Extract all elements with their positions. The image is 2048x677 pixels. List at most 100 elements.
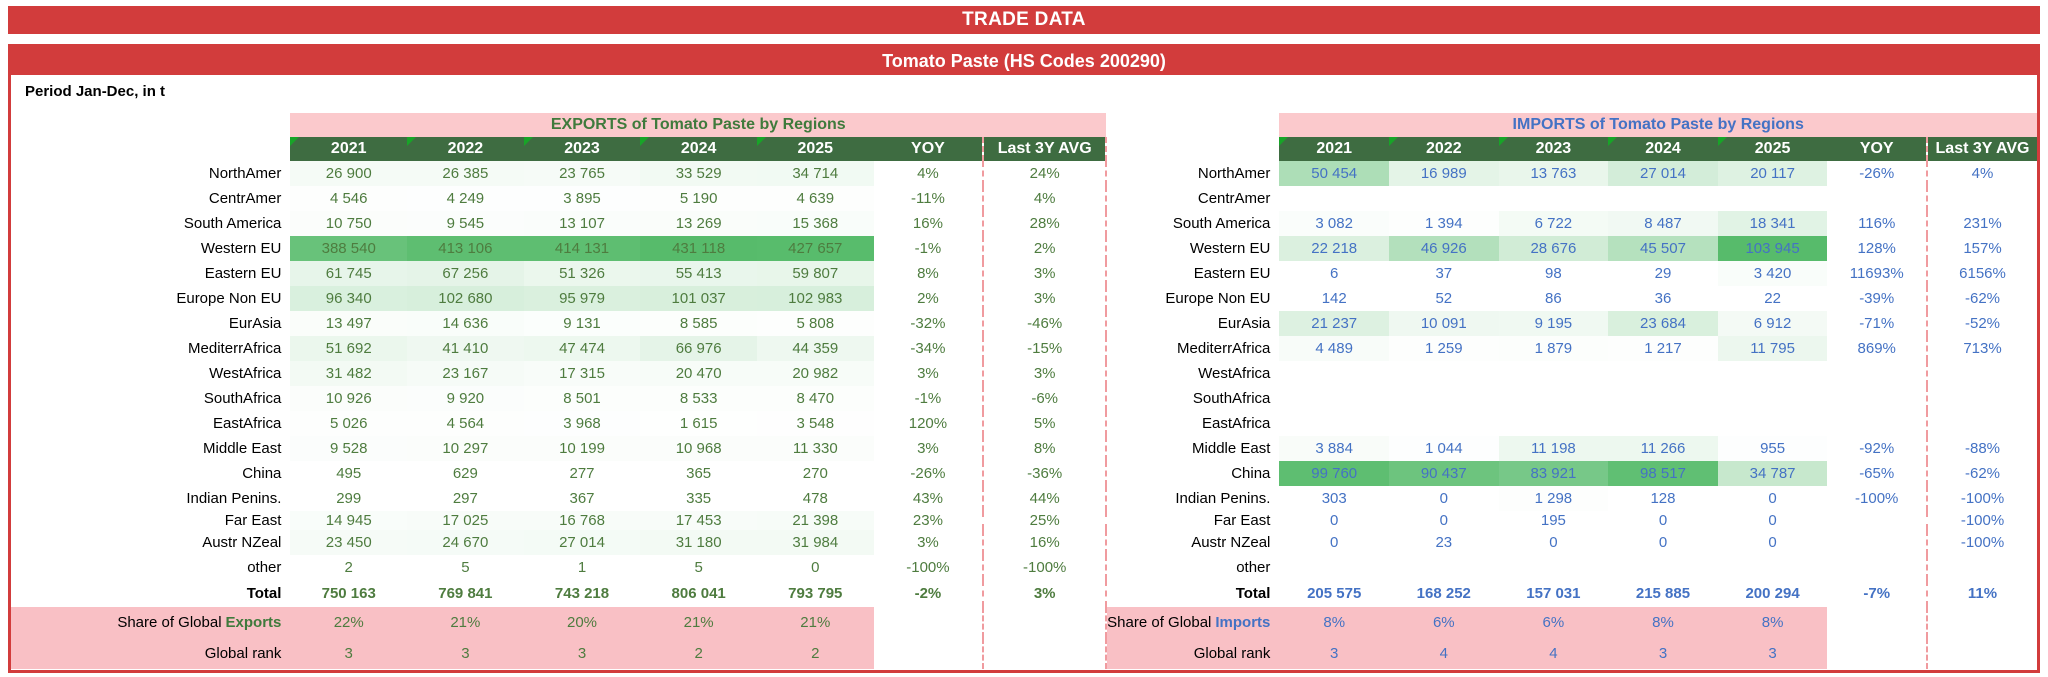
value-cell: 4 546 [290,186,408,211]
table-row: Western EU 388 540 413 106 414 131 431 118 42… [11,236,1108,261]
avg-cell: -100% [1926,530,2037,555]
avg-cell [1926,411,2037,436]
region-label: Middle East [203,440,282,457]
value-cell: 5 808 [756,311,874,336]
value-cell [1718,411,1828,436]
value-cell: 26 385 [407,161,524,186]
region-label: Middle East [1192,440,1271,457]
value-cell [1389,361,1499,386]
global-rank-label: Global rank [1107,638,1280,669]
value-cell: 0 [1439,490,1448,507]
value-cell: 16 989 [1389,161,1499,186]
total-label: Total [246,585,282,602]
avg-cell: 4% [982,186,1108,211]
value-cell: 9 528 [290,436,408,461]
value-cell: 17 453 [640,511,757,530]
avg-cell: -62% [1926,286,2037,311]
rank-cell: 2 [640,638,757,669]
period-label: Period Jan-Dec, in t [25,83,166,100]
yoy-cell: -71% [1859,315,1895,332]
value-cell: 46 926 [1389,236,1499,261]
corner-marker-icon [640,137,650,146]
value-cell: 90 437 [1389,461,1499,486]
yoy-cell: 3% [917,365,939,382]
share-cell: 22% [290,607,408,638]
table-row: MediterrAfrica 4 489 1 259 1 879 1 217 11 795… [1107,336,2037,361]
region-label: China [1231,465,1271,482]
value-cell: 98 517 [1608,461,1718,486]
value-cell: 36 [1608,286,1718,311]
yoy-cell [1827,386,1927,411]
value-cell [1718,186,1828,211]
region-label: Europe Non EU [176,290,282,307]
region-label: South America [183,215,282,232]
table-row: Indian Penins. 299 297 367 335 478 43% 44% [11,486,1108,511]
value-cell: 3 884 [1279,436,1389,461]
value-cell: 3 082 [1279,211,1389,236]
region-label: Europe Non EU [1165,290,1271,307]
table-row: China 99 760 90 437 83 921 98 517 34 787 -65% -… [1107,461,2037,486]
value-cell: 431 118 [640,236,757,261]
value-cell: 21 398 [756,511,874,530]
table-row: EurAsia 21 237 10 091 9 195 23 684 6 912 -71% -… [1107,311,2037,336]
year-header: 2024 [1608,137,1718,161]
region-label: Eastern EU [204,265,282,282]
yoy-cell: -26% [910,465,946,482]
avg-cell: -100% [1926,486,2037,511]
value-cell [1718,555,1828,580]
yoy-cell [1827,530,1927,555]
corner-marker-icon [756,137,766,146]
yoy-cell: -1% [914,240,942,257]
exports-body: NorthAmer 26 900 26 385 23 765 33 529 34 714 4… [11,161,1108,607]
exports-table: EXPORTS of Tomato Paste by Regions 2021 … [11,113,1108,669]
value-cell: 59 807 [756,261,874,286]
table-row: Europe Non EU 96 340 102 680 95 979 101 037 1… [11,286,1108,311]
avg-cell [1926,386,2037,411]
value-cell: 0 [1330,512,1339,529]
value-cell: 96 340 [290,286,408,311]
region-label: South America [1172,215,1271,232]
total-value-cell: 743 218 [554,585,610,602]
table-row: Austr NZeal 0 23 0 0 0 -100% [1107,530,2037,555]
value-cell: 11 330 [756,436,874,461]
value-cell: 17 315 [523,361,641,386]
region-label: EastAfrica [213,415,282,432]
exports-header-row: 2021 2022 2023 2024 2025 YOY Last 3Y AVG [11,137,1108,161]
avg-cell [1926,555,2037,580]
value-cell: 195 [1498,511,1609,530]
corner-marker-icon [1498,137,1508,146]
avg-cell: 3% [982,261,1108,286]
value-cell [1608,411,1718,436]
value-cell: 9 131 [523,311,641,336]
value-cell [1718,361,1828,386]
share-cell: 21% [407,607,524,638]
value-cell: 0 [811,559,820,576]
value-cell: 4 489 [1279,336,1389,361]
value-cell: 20 470 [640,361,757,386]
value-cell [1608,186,1718,211]
value-cell: 10 926 [290,386,408,411]
yoy-cell: 11693% [1849,265,1904,282]
value-cell [1279,555,1389,580]
value-cell: 23 765 [523,161,641,186]
value-cell: 1 879 [1498,336,1609,361]
value-cell: 1 259 [1389,336,1499,361]
rank-cell: 3 [1279,638,1389,669]
value-cell: 13 107 [523,211,641,236]
region-label: Austr NZeal [202,534,282,551]
avg-cell: 44% [982,486,1108,511]
avg-cell: -52% [1926,311,2037,336]
yoy-cell: 23% [912,512,943,529]
value-cell: 1 615 [640,411,757,436]
product-title: Tomato Paste (HS Codes 200290) [882,50,1166,71]
total-value-cell: 200 294 [1745,585,1800,602]
total-value-cell: 168 252 [1416,585,1471,602]
value-cell: 5 [640,555,757,580]
share-of-global-exports-label: Share of Global Exports [11,607,291,638]
value-cell: 1 [523,555,641,580]
value-cell [1279,186,1389,211]
yoy-cell: -100% [1855,490,1899,507]
region-label: MediterrAfrica [1177,340,1271,357]
report-frame: Tomato Paste (HS Codes 200290) Period Ja… [8,44,2040,673]
value-cell: 29 [1608,261,1718,286]
